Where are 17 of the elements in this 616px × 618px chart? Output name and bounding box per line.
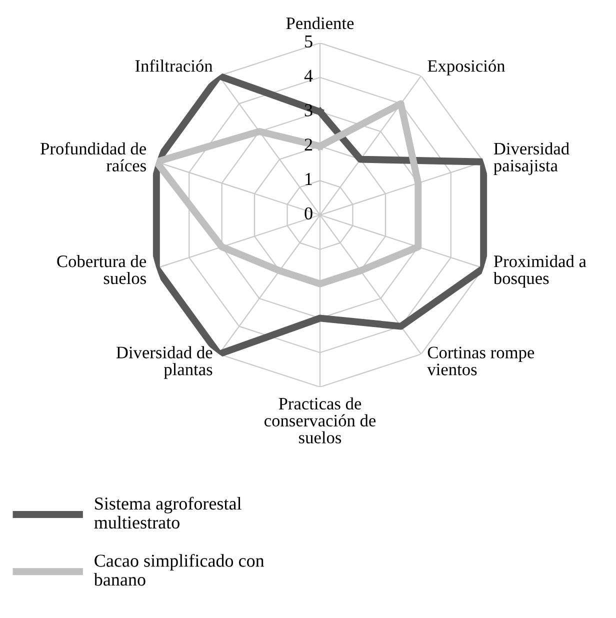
spoke-label: Diversidad de plantas (116, 346, 212, 379)
spoke-label: Pendiente (286, 16, 354, 30)
y-tick-label: 4 (304, 70, 313, 82)
spoke-label: Profundidad de raíces (40, 142, 146, 172)
spoke-label: Practicas de conservación de suelos (264, 397, 376, 444)
y-tick-label: 1 (306, 173, 312, 185)
spoke-label: Infiltración (135, 59, 213, 72)
legend-label: Cacao simplificado con banano (94, 554, 264, 586)
spoke-label: Proximidad a bosques (493, 254, 586, 288)
spoke-label: Diversidad paisajista (494, 142, 570, 176)
spoke-label: Cobertura de suelos (57, 254, 146, 284)
spoke-label: Cortinas rompe vientos (427, 346, 534, 376)
y-tick-label: 5 (305, 36, 312, 48)
y-tick-label: 2 (304, 138, 312, 151)
spoke-label: Exposición (428, 60, 506, 76)
y-tick-label: 0 (304, 207, 312, 220)
legend-label: Sistema agroforestal multiestrato (94, 496, 242, 529)
